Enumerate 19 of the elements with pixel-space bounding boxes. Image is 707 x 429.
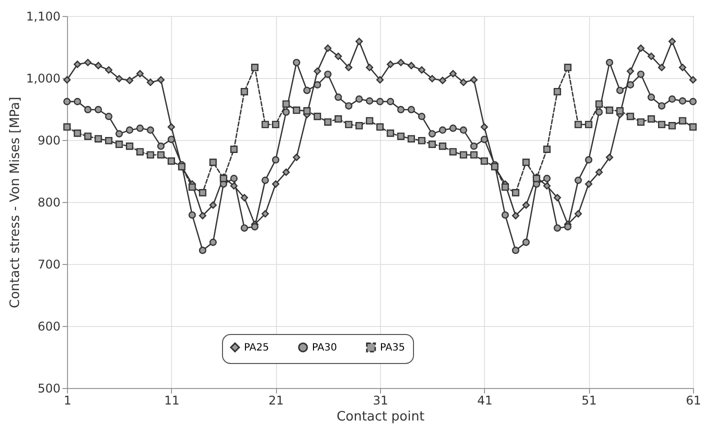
y-tick-label: 600	[38, 320, 60, 334]
y-tick-label: 700	[38, 258, 60, 272]
legend-label: PA30	[312, 342, 337, 354]
legend-label: PA35	[380, 342, 405, 354]
x-tick-label: 61	[686, 394, 702, 408]
y-tick-label: 900	[38, 134, 60, 148]
y-tick-label: 1,000	[26, 72, 60, 86]
y-axis-title: Contact stress - Von Mises [MPa]	[8, 96, 24, 308]
x-tick-label: 11	[164, 394, 180, 408]
y-tick-label: 1,100	[26, 10, 60, 24]
x-tick-label: 31	[372, 394, 388, 408]
x-tick-label: 1	[64, 394, 72, 408]
y-tick-label: 800	[38, 196, 60, 210]
y-tick-label: 500	[38, 382, 60, 396]
legend-label: PA25	[244, 342, 269, 354]
x-axis-title: Contact point	[336, 410, 424, 424]
x-tick-label: 41	[477, 394, 492, 408]
x-tick-label: 51	[582, 394, 597, 408]
x-tick-label: 21	[268, 394, 284, 408]
